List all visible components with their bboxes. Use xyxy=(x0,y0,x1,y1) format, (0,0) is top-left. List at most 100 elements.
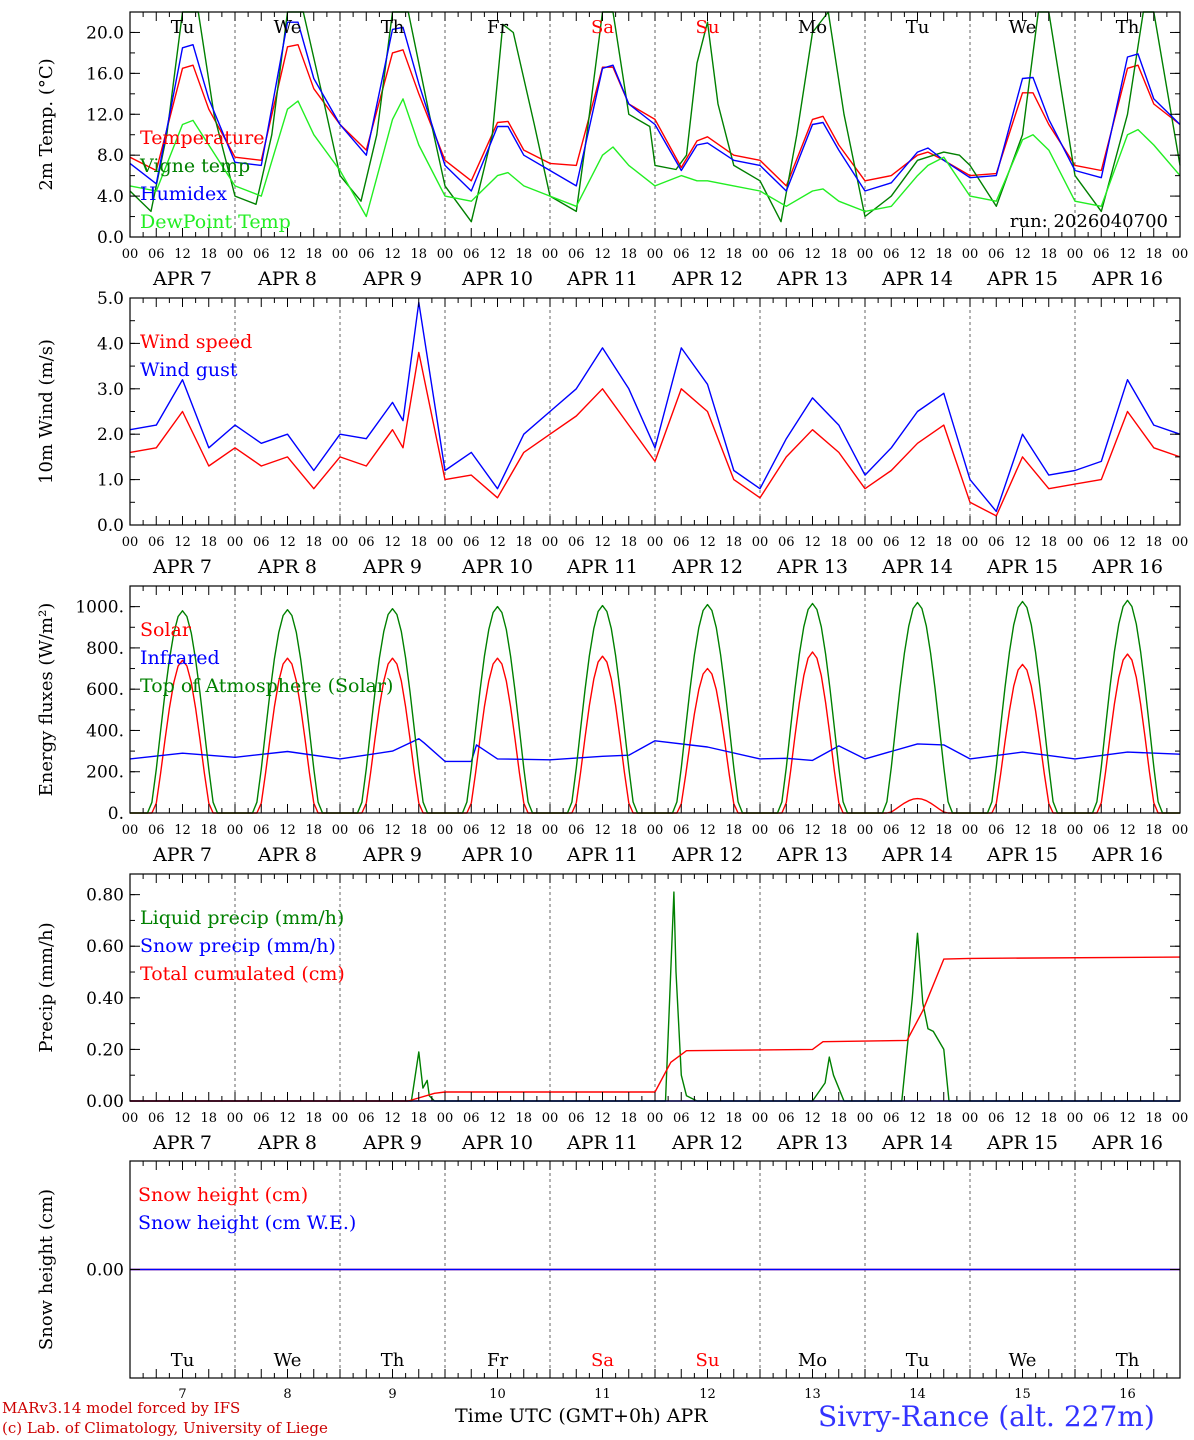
legend-entry: Solar xyxy=(140,619,192,641)
hour-tick-label: 00 xyxy=(647,247,664,262)
hour-tick-label: 12 xyxy=(279,535,296,550)
date-label: APR 7 xyxy=(152,844,212,866)
hour-tick-label: 00 xyxy=(122,247,139,262)
weekday-label-top: Su xyxy=(696,17,720,38)
hour-tick-label: 00 xyxy=(962,535,979,550)
legend-entry: Top of Atmosphere (Solar) xyxy=(140,675,393,697)
hour-tick-label: 12 xyxy=(699,535,716,550)
run-label: run: 2026040700 xyxy=(1010,211,1168,232)
hour-tick-label: 18 xyxy=(1145,1111,1162,1126)
credit-line-1: MARv3.14 model forced by IFS xyxy=(2,1399,241,1417)
hour-tick-label: 00 xyxy=(647,1111,664,1126)
hour-tick-label: 00 xyxy=(332,823,349,838)
hour-tick-label: 12 xyxy=(594,1111,611,1126)
hour-tick-label: 18 xyxy=(725,823,742,838)
y-tick-label: 8.0 xyxy=(97,146,124,166)
weekday-label-bottom: Th xyxy=(381,1350,405,1371)
hour-tick-label: 06 xyxy=(568,247,585,262)
legend-entry: Snow height (cm) xyxy=(138,1184,308,1206)
hour-tick-label: 00 xyxy=(542,535,559,550)
hour-tick-label: 12 xyxy=(909,1111,926,1126)
date-label: APR 12 xyxy=(671,556,743,578)
hour-tick-label: 06 xyxy=(883,535,900,550)
weekday-label-bottom: Tu xyxy=(171,1350,195,1371)
hour-tick-label: 00 xyxy=(647,535,664,550)
hour-tick-label: 12 xyxy=(384,247,401,262)
hour-tick-label: 06 xyxy=(1093,823,1110,838)
y-tick-label: 0.80 xyxy=(86,886,124,906)
day-number-label: 14 xyxy=(909,1387,926,1402)
weekday-label-top: Sa xyxy=(591,17,614,38)
legend-entry: Vigne temp xyxy=(139,155,250,177)
hour-tick-label: 12 xyxy=(804,823,821,838)
hour-tick-label: 12 xyxy=(1119,535,1136,550)
hour-tick-label: 06 xyxy=(358,1111,375,1126)
date-label: APR 14 xyxy=(881,1132,953,1154)
hour-tick-label: 18 xyxy=(620,247,637,262)
hour-tick-label: 06 xyxy=(673,1111,690,1126)
y-tick-label: 0.0 xyxy=(97,228,124,248)
hour-tick-label: 00 xyxy=(542,823,559,838)
series-line-wind-speed xyxy=(129,351,1181,517)
legend-entry: Liquid precip (mm/h) xyxy=(140,907,344,929)
hour-tick-label: 12 xyxy=(279,1111,296,1126)
hour-tick-label: 00 xyxy=(122,535,139,550)
hour-tick-label: 00 xyxy=(1067,1111,1084,1126)
hour-tick-label: 12 xyxy=(1014,535,1031,550)
day-number-label: 10 xyxy=(489,1387,506,1402)
hour-tick-label: 06 xyxy=(253,1111,270,1126)
hour-tick-label: 00 xyxy=(1172,535,1189,550)
date-label: APR 15 xyxy=(986,556,1058,578)
y-axis-title: 2m Temp. (°C) xyxy=(36,58,57,190)
hour-tick-label: 06 xyxy=(358,247,375,262)
hour-tick-label: 18 xyxy=(410,535,427,550)
hour-tick-label: 18 xyxy=(200,1111,217,1126)
date-label: APR 9 xyxy=(362,844,422,866)
hour-tick-label: 18 xyxy=(935,247,952,262)
hour-tick-label: 00 xyxy=(752,823,769,838)
hour-tick-label: 12 xyxy=(1119,247,1136,262)
hour-tick-label: 18 xyxy=(935,1111,952,1126)
hour-tick-label: 06 xyxy=(358,535,375,550)
legend-entry: Infrared xyxy=(140,647,220,669)
hour-tick-label: 06 xyxy=(148,823,165,838)
weekday-label-bottom: Sa xyxy=(591,1350,614,1371)
weekday-label-bottom: Fr xyxy=(487,1350,508,1371)
date-label: APR 16 xyxy=(1091,268,1163,290)
hour-tick-label: 12 xyxy=(804,247,821,262)
hour-tick-label: 00 xyxy=(122,1111,139,1126)
hour-tick-label: 00 xyxy=(1067,535,1084,550)
date-label: APR 12 xyxy=(671,844,743,866)
hour-tick-label: 12 xyxy=(594,247,611,262)
hour-tick-label: 18 xyxy=(200,247,217,262)
hour-tick-label: 12 xyxy=(279,823,296,838)
date-label: APR 9 xyxy=(362,1132,422,1154)
hour-tick-label: 18 xyxy=(200,535,217,550)
hour-tick-label: 06 xyxy=(568,1111,585,1126)
hour-tick-label: 00 xyxy=(857,1111,874,1126)
y-tick-label: 0.60 xyxy=(86,937,124,957)
weekday-label-top: Th xyxy=(1116,17,1140,38)
hour-tick-label: 00 xyxy=(1067,247,1084,262)
y-tick-label: 1.0 xyxy=(97,471,124,491)
hour-tick-label: 06 xyxy=(673,823,690,838)
hour-tick-label: 12 xyxy=(909,535,926,550)
date-label: APR 7 xyxy=(152,556,212,578)
hour-tick-label: 18 xyxy=(830,823,847,838)
weekday-label-top: Fr xyxy=(487,17,508,38)
weekday-label-top: Mo xyxy=(798,17,827,38)
hour-tick-label: 06 xyxy=(988,823,1005,838)
hour-tick-label: 12 xyxy=(174,823,191,838)
date-label: APR 16 xyxy=(1091,1132,1163,1154)
date-label: APR 9 xyxy=(362,556,422,578)
hour-tick-label: 06 xyxy=(883,1111,900,1126)
hour-tick-label: 12 xyxy=(1014,1111,1031,1126)
day-number-label: 15 xyxy=(1014,1387,1031,1402)
series-line-wind-gust xyxy=(129,301,1181,513)
date-label: APR 16 xyxy=(1091,556,1163,578)
weekday-label-top: Tu xyxy=(906,17,930,38)
hour-tick-label: 00 xyxy=(647,823,664,838)
hour-tick-label: 18 xyxy=(620,823,637,838)
date-label: APR 13 xyxy=(776,1132,848,1154)
date-label: APR 13 xyxy=(776,268,848,290)
